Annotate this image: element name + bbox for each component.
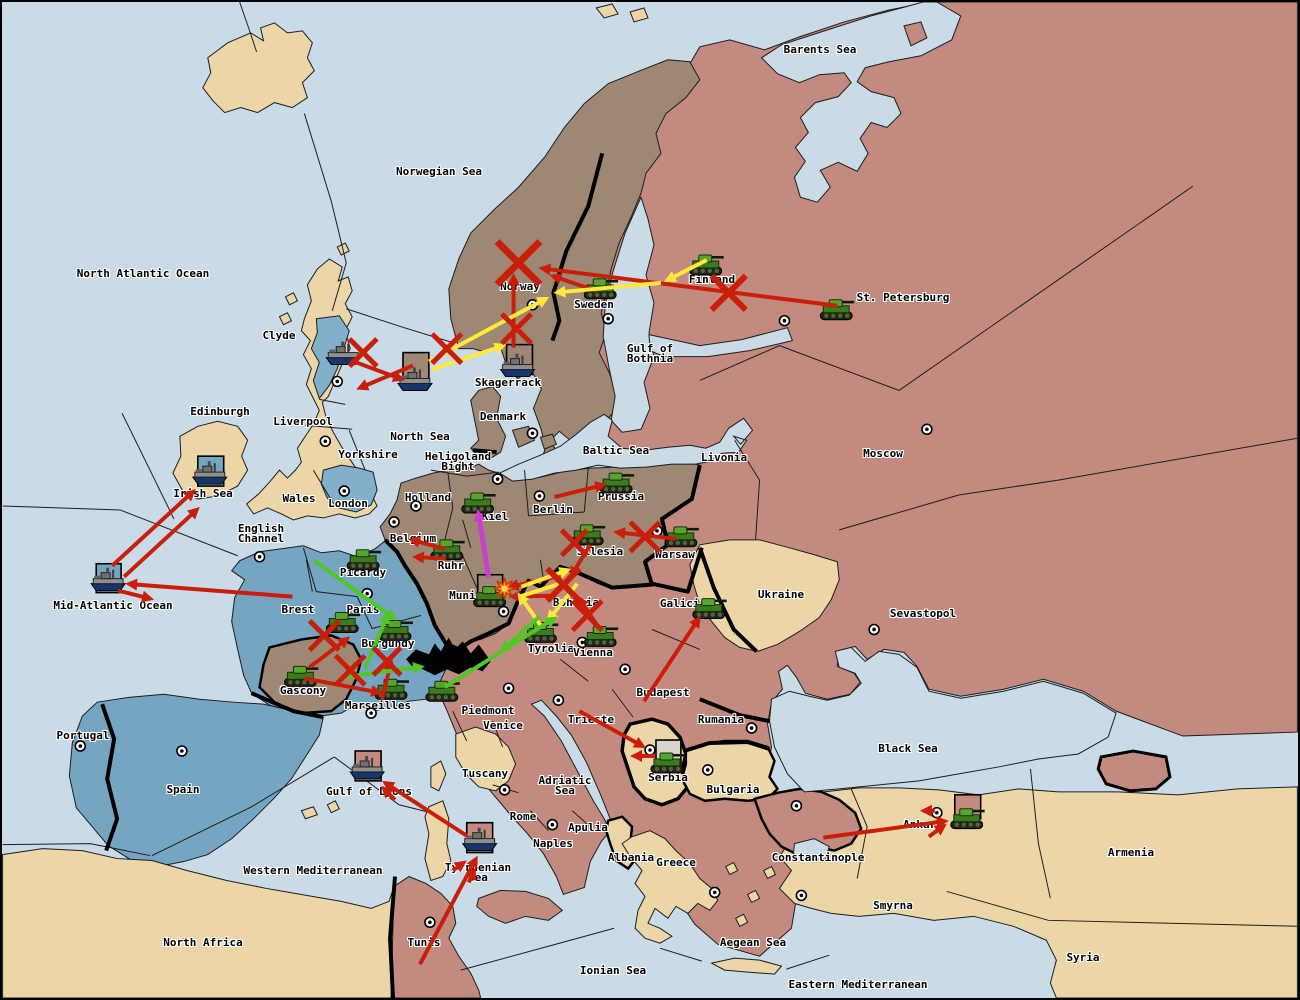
region-iceland xyxy=(202,22,315,114)
region-svalbard xyxy=(595,3,649,23)
army-ankara[interactable] xyxy=(950,808,985,830)
sea-gulf-of-finland xyxy=(648,327,794,358)
sea-white-sea-island xyxy=(903,21,928,47)
sea-black-sea xyxy=(769,646,1117,793)
region-tunis xyxy=(390,875,482,998)
sea-marmara xyxy=(792,838,830,862)
region-turkey xyxy=(778,786,1298,998)
fleet-gulf-of-lyons[interactable] xyxy=(349,755,386,780)
region-north-africa xyxy=(2,848,395,998)
region-scottish-isles xyxy=(278,242,350,326)
army-vienna[interactable] xyxy=(583,625,619,647)
army-warsaw[interactable] xyxy=(664,526,699,548)
region-denmark-islands xyxy=(511,425,558,450)
region-sardinia xyxy=(424,800,452,882)
region-crete xyxy=(710,957,783,975)
sea-baltic xyxy=(498,413,754,482)
region-iberia xyxy=(68,693,324,868)
region-bulgaria xyxy=(680,739,780,803)
region-caucasus-patch xyxy=(1096,749,1172,793)
region-denmark xyxy=(470,385,507,459)
fleet-tyrrhenian-sea[interactable] xyxy=(461,827,498,852)
army-serbia[interactable] xyxy=(650,752,685,774)
region-corsica xyxy=(430,760,447,792)
sea-white-sea xyxy=(760,2,962,203)
region-aegean-isles xyxy=(300,800,777,927)
region-ireland xyxy=(172,420,249,500)
army-prussia[interactable] xyxy=(599,472,635,494)
fleet-irish-sea[interactable] xyxy=(191,461,228,485)
region-greece xyxy=(621,830,719,944)
region-albania xyxy=(604,815,638,871)
region-sicily xyxy=(476,889,564,924)
